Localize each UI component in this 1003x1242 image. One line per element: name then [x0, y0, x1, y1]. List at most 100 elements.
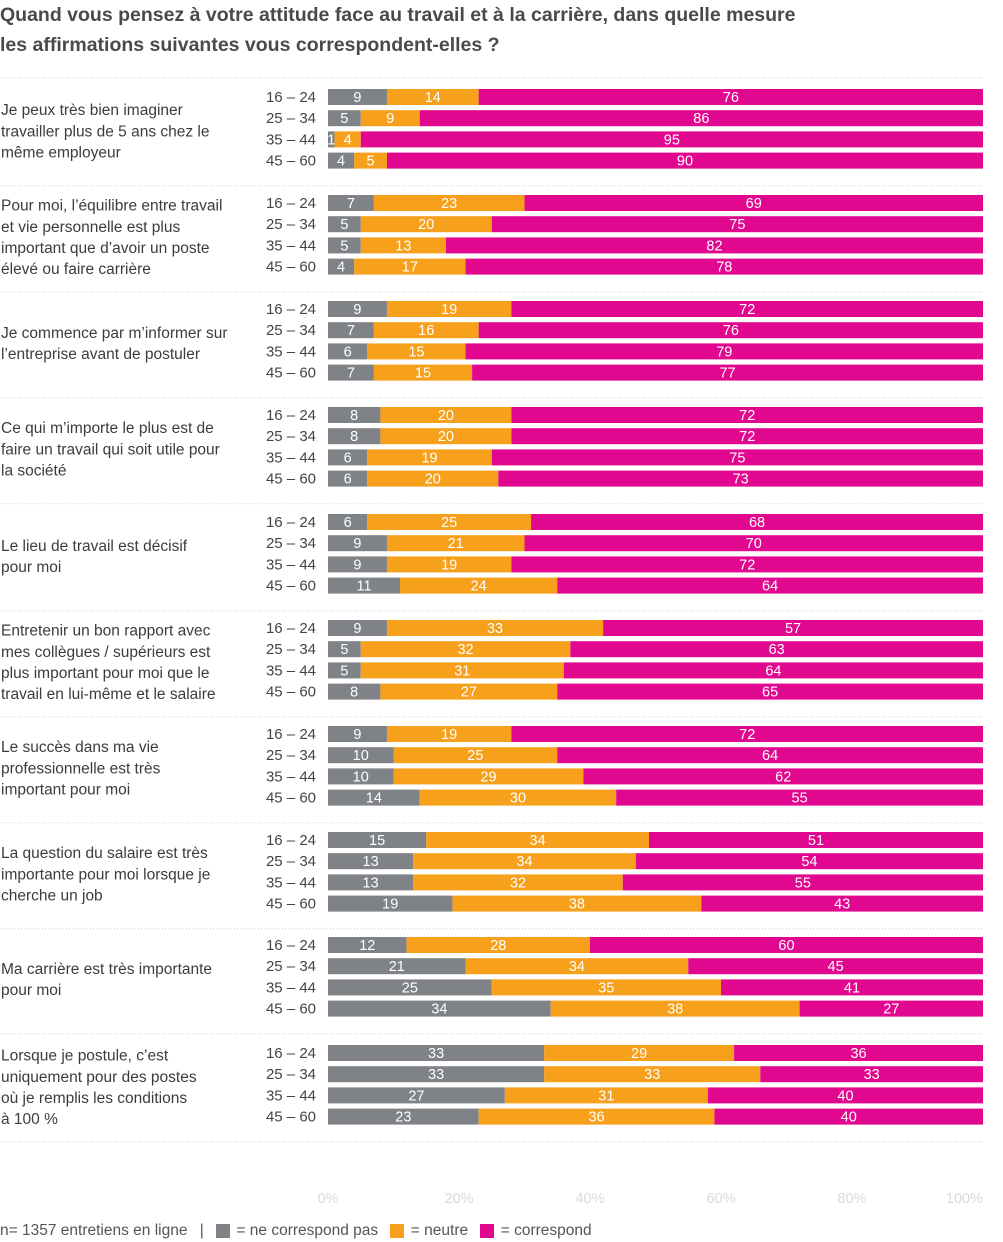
- bar-segment-ne-correspond-pas: [328, 535, 387, 552]
- data-label: 76: [723, 90, 739, 106]
- data-label: 25: [467, 748, 483, 764]
- age-group-label: 25 – 34: [266, 958, 316, 975]
- bar-segment-correspond: [491, 449, 983, 466]
- age-group-label: 45 – 60: [266, 790, 316, 807]
- chart-title: Quand vous pensez à votre attitude face …: [0, 0, 990, 60]
- bar-segment-ne-correspond-pas: [328, 301, 387, 317]
- bar-segment-correspond: [531, 514, 983, 530]
- bar-segment-correspond: [511, 556, 983, 573]
- bar-segment-ne-correspond-pas: [328, 514, 368, 530]
- bar-segment-neutre: [334, 131, 361, 148]
- statement-label: important que d’avoir un poste: [1, 240, 210, 257]
- bar-segment-ne-correspond-pas: [328, 195, 374, 211]
- data-label: 64: [762, 748, 778, 764]
- data-label: 40: [837, 1088, 853, 1104]
- data-label: 10: [353, 748, 369, 764]
- data-label: 38: [667, 1002, 683, 1018]
- bar-segment-ne-correspond-pas: [328, 958, 466, 975]
- bar-segment-correspond: [557, 683, 983, 700]
- data-label: 9: [353, 557, 361, 573]
- statement-label: plus important pour moi que le: [1, 665, 210, 682]
- legend-label-ne-correspond-pas: = ne correspond pas: [236, 1222, 379, 1239]
- data-label: 72: [739, 302, 755, 318]
- age-group-label: 25 – 34: [266, 322, 316, 339]
- data-label: 9: [353, 621, 361, 637]
- data-label: 27: [408, 1088, 424, 1104]
- bar-segment-correspond: [707, 1087, 983, 1104]
- age-group-label: 25 – 34: [266, 1066, 316, 1083]
- data-label: 55: [795, 875, 811, 891]
- data-label: 72: [739, 408, 755, 424]
- data-label: 6: [344, 450, 352, 466]
- sample-note: n= 1357 entretiens en ligne: [0, 1222, 188, 1239]
- data-label: 55: [792, 791, 808, 807]
- data-label: 32: [457, 642, 473, 658]
- bar-segment-ne-correspond-pas: [328, 556, 387, 573]
- bar-segment-neutre: [465, 958, 689, 975]
- bar-segment-correspond: [511, 428, 983, 445]
- bar-segment-ne-correspond-pas: [328, 428, 381, 445]
- bar-segment-ne-correspond-pas: [328, 662, 361, 679]
- data-label: 21: [448, 536, 464, 552]
- age-group-label: 35 – 44: [266, 874, 316, 891]
- data-label: 76: [723, 323, 739, 339]
- bar-segment-ne-correspond-pas: [328, 407, 381, 423]
- bar-segment-correspond: [583, 768, 983, 785]
- bar-segment-correspond: [603, 620, 983, 636]
- statement-label: Entretenir un bon rapport avec: [1, 623, 211, 640]
- data-label: 9: [353, 90, 361, 106]
- data-label: 73: [733, 472, 749, 488]
- data-label: 75: [729, 217, 745, 233]
- data-label: 64: [765, 663, 781, 679]
- bar-segment-ne-correspond-pas: [328, 1066, 545, 1083]
- data-label: 11: [356, 579, 371, 595]
- data-label: 36: [850, 1046, 866, 1062]
- bar-segment-correspond: [570, 641, 983, 658]
- bar-segment-neutre: [413, 874, 623, 891]
- chart-title-line-2: les affirmations suivantes vous correspo…: [0, 34, 500, 56]
- data-label: 69: [746, 196, 762, 212]
- x-tick-label: 80%: [837, 1191, 866, 1207]
- age-group-label: 45 – 60: [266, 471, 316, 488]
- data-label: 64: [762, 579, 778, 595]
- bar-segment-neutre: [386, 89, 479, 105]
- bar-segment-correspond: [478, 322, 983, 339]
- bar-segment-neutre: [380, 428, 512, 445]
- age-group-label: 35 – 44: [266, 237, 316, 254]
- data-label: 31: [598, 1088, 614, 1104]
- bar-segment-ne-correspond-pas: [328, 1087, 505, 1104]
- bar-segment-neutre: [386, 556, 512, 573]
- age-group-label: 35 – 44: [266, 449, 316, 466]
- data-label: 60: [778, 938, 794, 954]
- bar-segment-ne-correspond-pas: [328, 895, 453, 912]
- bar-segment-ne-correspond-pas: [328, 110, 361, 127]
- bar-segment-correspond: [648, 832, 983, 848]
- statement-label: La question du salaire est très: [1, 845, 208, 862]
- data-label: 9: [353, 727, 361, 743]
- age-group-label: 16 – 24: [266, 301, 316, 318]
- bar-segment-neutre: [367, 470, 499, 487]
- data-label: 78: [716, 260, 732, 276]
- data-label: 25: [441, 515, 457, 531]
- statement-label: même employeur: [1, 145, 121, 162]
- bar-segment-ne-correspond-pas: [328, 237, 361, 254]
- bar-segment-correspond: [472, 364, 983, 381]
- age-group-label: 45 – 60: [266, 684, 316, 701]
- statement-label: important pour moi: [1, 782, 130, 799]
- bar-segment-neutre: [380, 683, 558, 700]
- bar-segment-neutre: [373, 364, 473, 381]
- data-label: 19: [441, 302, 457, 318]
- age-group-label: 45 – 60: [266, 259, 316, 276]
- bar-segment-correspond: [734, 1045, 983, 1061]
- bar-segment-ne-correspond-pas: [328, 343, 368, 360]
- bar-segment-ne-correspond-pas: [328, 853, 414, 870]
- statement-label: uniquement pour des postes: [1, 1069, 197, 1086]
- chart-footer: n= 1357 entretiens en ligne | = ne corre…: [0, 1222, 1003, 1242]
- statement-label: travail en lui-même et le salaire: [1, 686, 216, 703]
- bar-segment-correspond: [714, 1108, 983, 1125]
- bar-segment-ne-correspond-pas: [328, 874, 414, 891]
- age-group-label: 45 – 60: [266, 896, 316, 913]
- bar-segment-neutre: [386, 620, 604, 636]
- statement-label: Le lieu de travail est décisif: [1, 538, 188, 555]
- data-label: 10: [353, 769, 369, 785]
